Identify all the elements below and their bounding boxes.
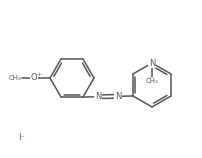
Text: +: +: [36, 72, 41, 76]
Text: N: N: [148, 58, 154, 67]
Text: CH₃: CH₃: [8, 75, 21, 81]
Text: N: N: [114, 92, 121, 101]
Text: CH₃: CH₃: [145, 78, 158, 84]
Text: O: O: [31, 73, 37, 82]
Text: I⁻: I⁻: [18, 134, 25, 143]
Text: N: N: [94, 92, 101, 101]
